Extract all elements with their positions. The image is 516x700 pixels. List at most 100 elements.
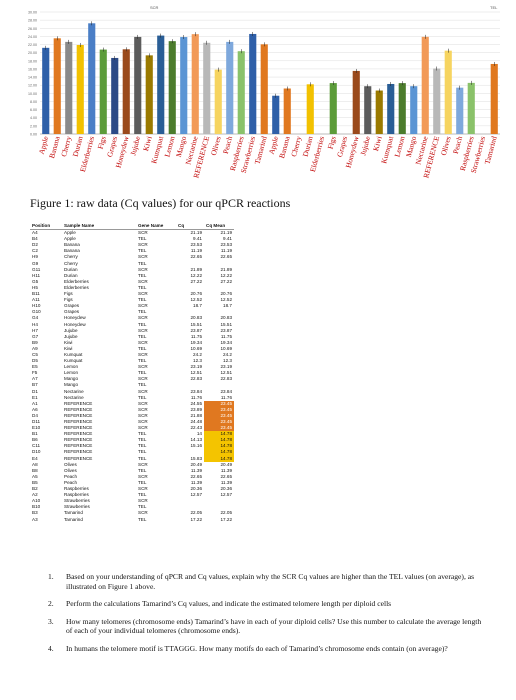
bar	[111, 57, 119, 134]
cell-gene-name: TEL	[138, 333, 147, 339]
table-row: B2 Raspberries SCR 20.36 20.36	[30, 486, 234, 492]
bar	[180, 37, 188, 134]
cell-cq-mean: 12.57	[220, 492, 233, 498]
cell-cq-mean: 23.45	[204, 419, 234, 426]
cell-cq-mean: 23.19	[220, 364, 233, 370]
cell-position: C2	[32, 248, 38, 254]
bar	[375, 90, 383, 134]
table-row: B10 Strawberries TEL	[30, 504, 234, 510]
bar	[214, 69, 222, 134]
series-label-scr: SCR	[150, 5, 159, 10]
cell-cq: 22.43	[190, 425, 203, 431]
cell-gene-name: TEL	[138, 467, 147, 473]
cell-gene-name: SCR	[138, 400, 148, 406]
cell-cq: 23.19	[190, 364, 203, 370]
cell-sample-name: Nectarine	[64, 388, 84, 394]
cell-gene-name: SCR	[138, 327, 148, 333]
bar	[421, 36, 429, 134]
cell-position: A5	[32, 473, 38, 479]
bar	[272, 95, 280, 134]
cell-gene-name: TEL	[138, 449, 147, 455]
cell-gene-name: SCR	[138, 486, 148, 492]
cell-position: B6	[32, 437, 38, 443]
cell-position: E1	[32, 394, 38, 400]
cell-position: F5	[32, 370, 38, 376]
cell-cq-mean: 22.83	[220, 376, 233, 382]
cell-sample-name: Apple	[64, 230, 76, 236]
cell-gene-name: TEL	[138, 431, 147, 437]
cell-cq: 20.76	[190, 291, 203, 297]
table-row: H9 Cherry SCR 22.65 22.65	[30, 254, 234, 260]
question-number: 1.	[48, 572, 54, 581]
bar	[226, 41, 234, 134]
table-row: D11 REFERENCE SCR 24.48 23.45	[30, 419, 234, 426]
cell-cq-mean: 23.45	[204, 400, 234, 407]
cell-cq-mean: 11.19	[220, 248, 232, 254]
table-row: D1 Nectarine SCR 23.84 23.84	[30, 389, 234, 395]
cell-position: D4	[32, 412, 38, 418]
cell-cq: 22.05	[190, 510, 203, 516]
table-row: A10 Strawberries SCR	[30, 498, 234, 504]
table-row: D10 REFERENCE TEL 14.78	[30, 449, 234, 456]
table-row: G11 Durian SCR 21.89 21.89	[30, 267, 234, 273]
cell-gene-name: TEL	[138, 443, 147, 449]
cell-sample-name: Grapes	[64, 309, 80, 315]
cell-cq: 15.16	[190, 443, 203, 449]
series-label-tel: TEL	[490, 5, 498, 10]
table-row: A9 Kiwi TEL 10.69 10.69	[30, 346, 234, 352]
cell-gene-name: TEL	[138, 272, 147, 278]
question-list: 1. Based on your understanding of qPCR a…	[48, 572, 488, 661]
y-tick-label: 28.00	[28, 19, 37, 23]
cell-position: B4	[32, 236, 38, 242]
question-number: 2.	[48, 599, 54, 608]
y-tick-label: 20.00	[28, 51, 37, 55]
cell-cq-mean: 19.34	[220, 339, 233, 345]
cell-position: A11	[32, 297, 40, 303]
cell-cq-mean: 12.52	[220, 297, 233, 303]
cell-gene-name: SCR	[138, 230, 148, 236]
cell-cq: 20.83	[190, 315, 203, 321]
cell-cq-mean: 17.22	[220, 516, 233, 522]
cell-gene-name: TEL	[138, 516, 147, 522]
cell-cq: 22.65	[190, 254, 203, 260]
bar	[53, 38, 61, 134]
cell-sample-name: Figs	[64, 297, 73, 303]
cell-gene-name: SCR	[138, 254, 148, 260]
bar	[352, 70, 360, 134]
cell-position: H11	[32, 272, 41, 278]
cell-cq-mean: 11.75	[220, 333, 232, 339]
cell-cq: 14	[196, 431, 202, 437]
table-row: B11 Figs SCR 20.76 20.76	[30, 291, 234, 297]
cell-sample-name: Jujube	[64, 327, 78, 333]
cell-position: A2	[32, 492, 38, 498]
cell-cq-mean: 15.51	[220, 321, 233, 327]
bar	[203, 42, 211, 134]
table-row: A2 Raspberries TEL 12.57 12.57	[30, 492, 234, 498]
cell-gene-name: TEL	[138, 394, 147, 400]
cell-cq-mean: 20.83	[220, 315, 233, 321]
cell-position: B2	[32, 486, 38, 492]
cell-sample-name: Raspberries	[64, 492, 89, 498]
cell-gene-name: TEL	[138, 358, 147, 364]
y-tick-label: 22.00	[28, 43, 37, 47]
cell-position: C5	[32, 351, 38, 357]
cell-sample-name: Cherry	[64, 254, 78, 260]
cell-cq: 24.48	[190, 419, 203, 424]
table-row: B8 Olives TEL 11.39 11.39	[30, 468, 234, 474]
cell-sample-name: Strawberries	[64, 498, 90, 504]
question-number: 4.	[48, 643, 54, 653]
cell-position: G4	[32, 315, 39, 321]
cell-cq-mean: 12.22	[220, 272, 233, 278]
cell-sample-name: REFERENCE	[64, 419, 93, 424]
cell-position: E4	[32, 455, 38, 461]
bar	[306, 84, 314, 134]
cell-gene-name: TEL	[138, 492, 147, 498]
cq-bar-chart: 0.00 2.00 4.00 6.00 8.00 10.00 12.00 14.00 16.00…	[28, 5, 500, 179]
cell-sample-name: REFERENCE	[64, 425, 93, 431]
cell-sample-name: REFERENCE	[64, 437, 93, 443]
bar	[191, 34, 199, 135]
cell-sample-name: Durian	[64, 266, 78, 272]
question-item: 4. In humans the telomere motif is TTAGG…	[48, 644, 488, 654]
cell-position: B8	[32, 467, 38, 473]
bar	[387, 83, 395, 134]
